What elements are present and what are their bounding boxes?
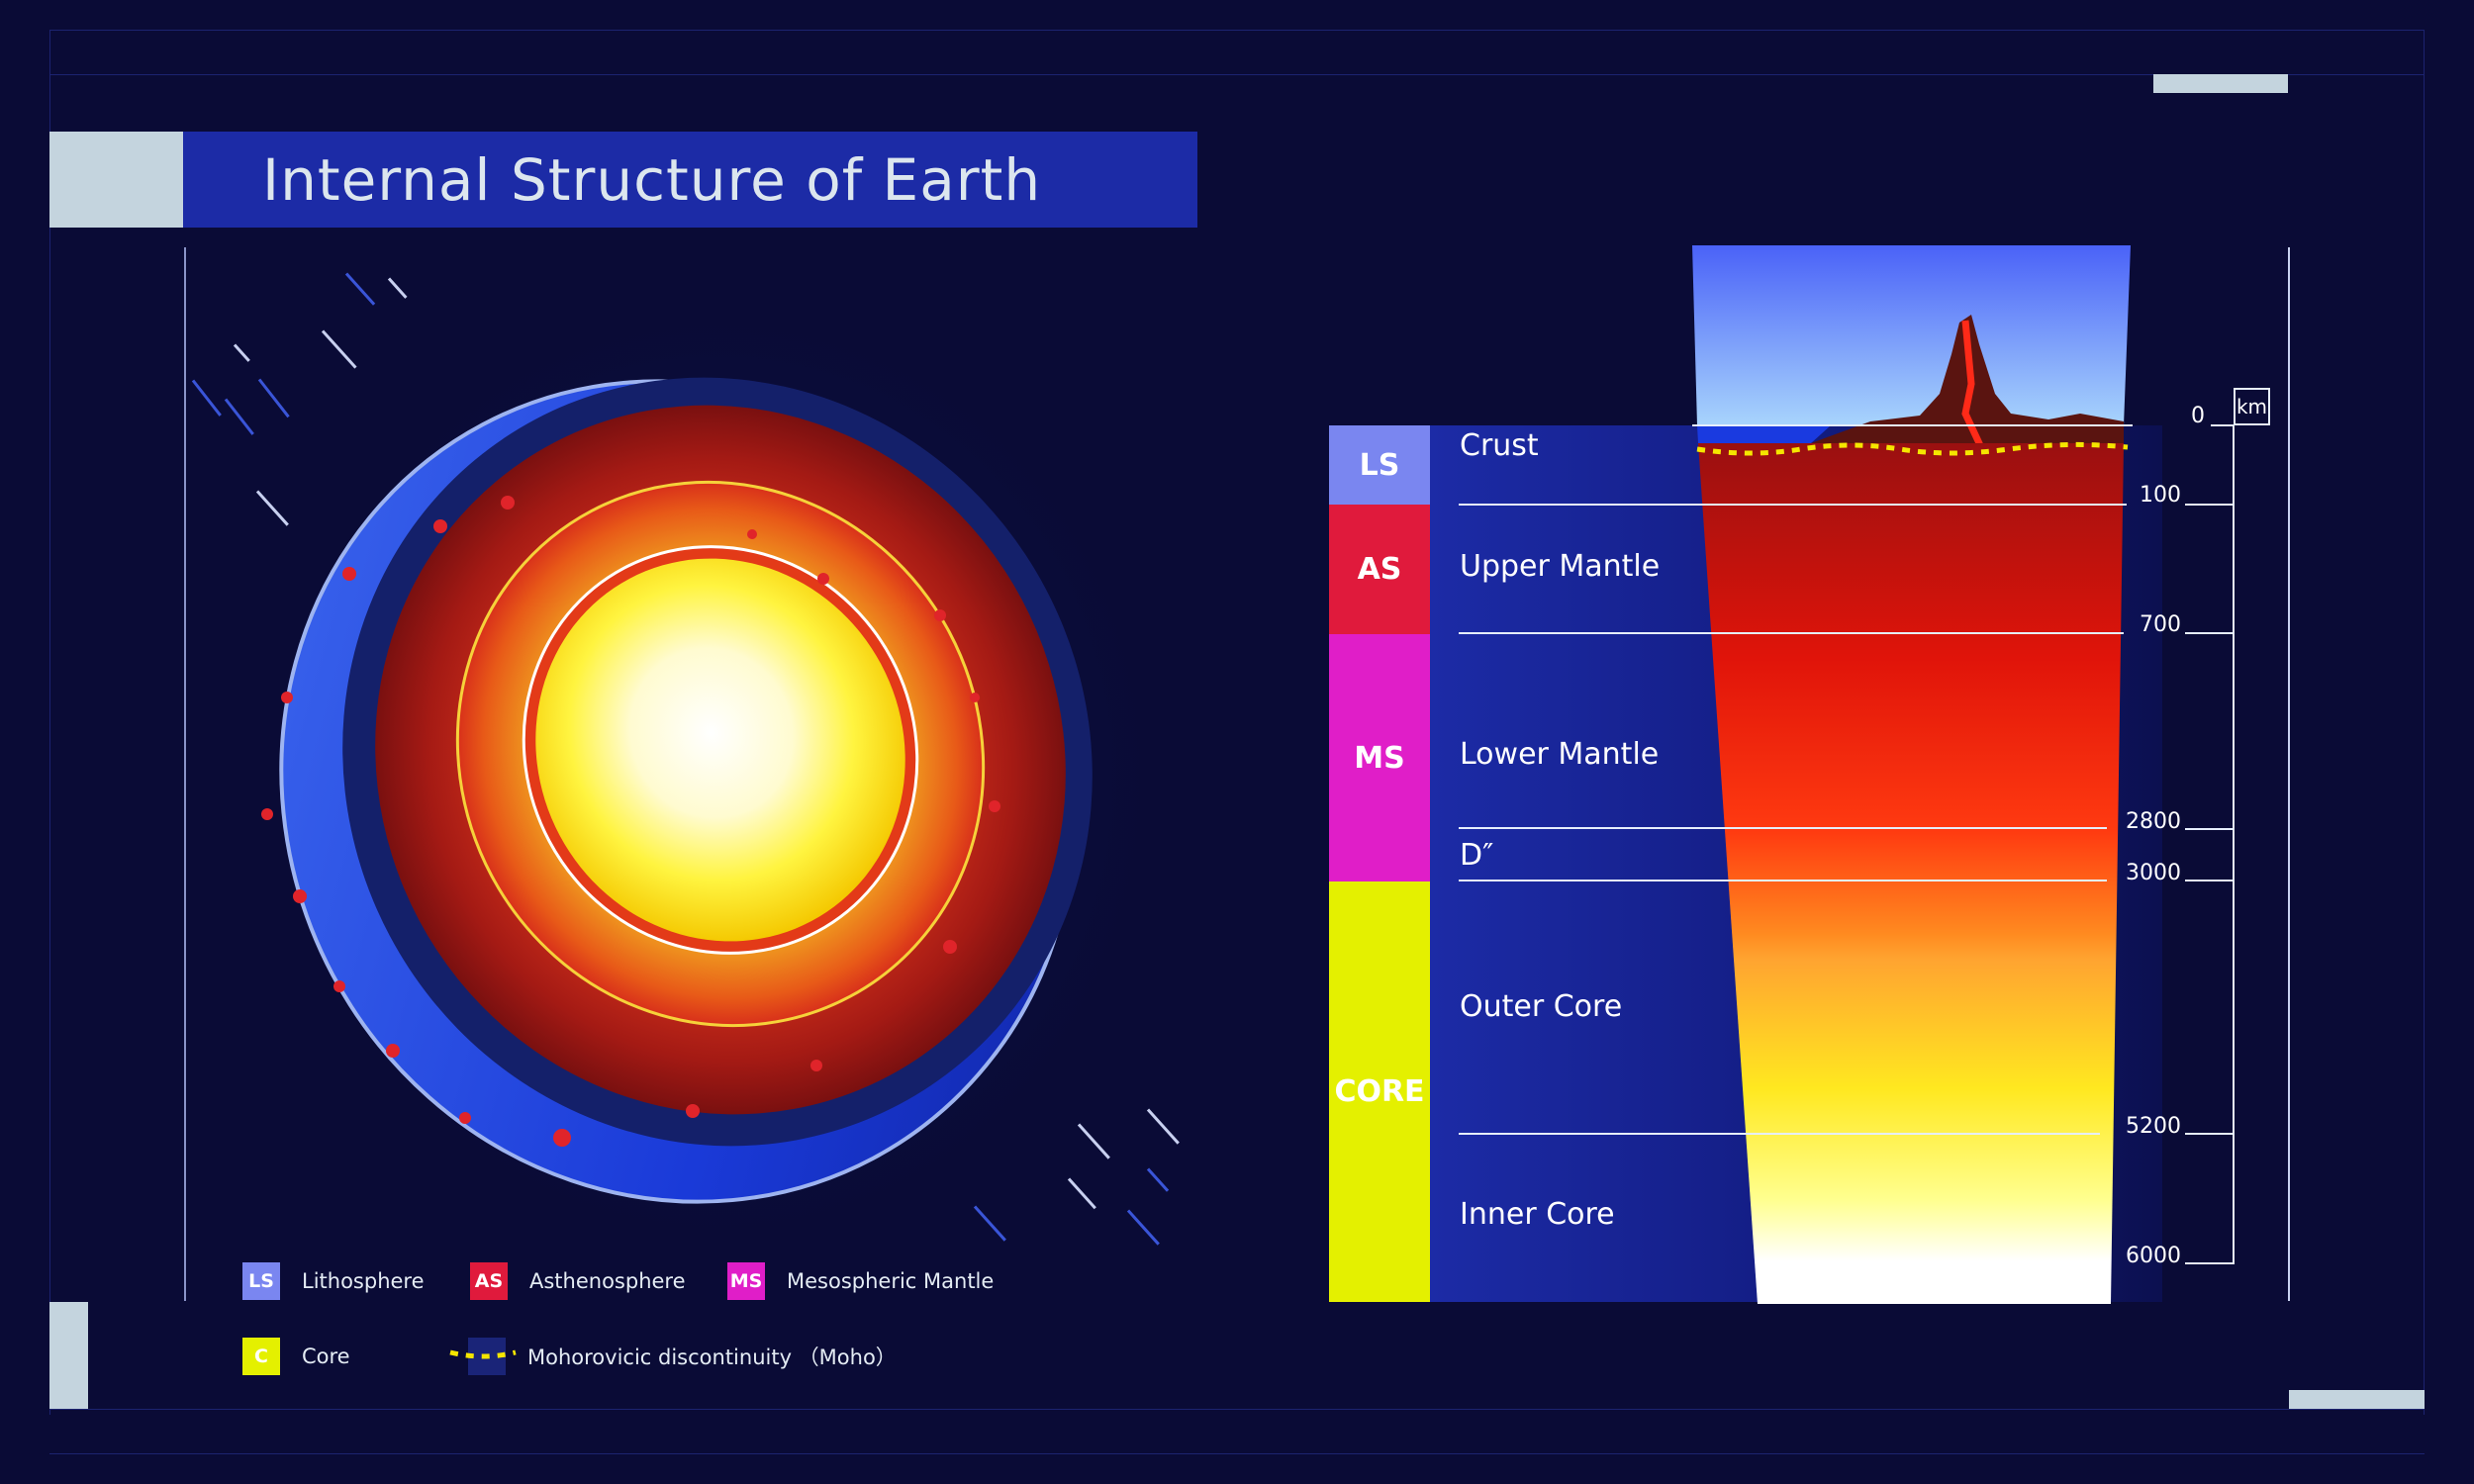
layer-badge-text: CORE xyxy=(1334,1074,1425,1109)
frame-top-inner xyxy=(49,74,2425,75)
depth-tick-label: 2800 xyxy=(2126,809,2181,834)
layer-badge-core: CORE xyxy=(1329,881,1430,1302)
layer-badge-asthenosphere: AS xyxy=(1329,505,1430,634)
legend-label: Lithosphere xyxy=(302,1269,425,1293)
legend-swatch-mesospheric-mantle: MS xyxy=(727,1262,765,1300)
corner-accent-bottom-left xyxy=(49,1302,88,1409)
title-bar: Internal Structure of Earth xyxy=(49,132,1197,228)
depth-scale-axis xyxy=(2233,425,2235,1264)
legend-swatch-text: MS xyxy=(729,1270,763,1292)
depth-tick xyxy=(2185,504,2233,506)
depth-tick xyxy=(2185,880,2233,881)
layer-badge-mesospheric-mantle: MS xyxy=(1329,634,1430,881)
legend-label: Asthenosphere xyxy=(529,1269,686,1293)
legend-swatch-text: AS xyxy=(474,1270,504,1292)
layer-label-inner-core: Inner Core xyxy=(1460,1197,1615,1232)
legend-item-lithosphere: LS Lithosphere xyxy=(242,1262,425,1300)
legend-item-moho: Mohorovicic discontinuity （Moho） xyxy=(449,1338,897,1375)
layer-label-upper-mantle: Upper Mantle xyxy=(1460,549,1661,584)
legend-label: Core xyxy=(302,1345,350,1368)
depth-tick xyxy=(2185,828,2233,830)
frame-left xyxy=(49,30,50,1415)
depth-cross-section-wedge xyxy=(1692,245,2131,1304)
legend-label: Mesospheric Mantle xyxy=(787,1269,995,1293)
legend-label: Mohorovicic discontinuity （Moho） xyxy=(527,1345,897,1369)
boundary-line-0km xyxy=(1692,424,2133,426)
title-accent-block xyxy=(49,132,183,228)
km-unit-box: km xyxy=(2234,388,2270,425)
legend-swatch-lithosphere: LS xyxy=(242,1262,280,1300)
frame-top-outer xyxy=(49,30,2425,31)
frame-bottom-outer xyxy=(49,1453,2425,1454)
layer-badge-text: MS xyxy=(1354,740,1405,776)
corner-accent-top-right xyxy=(2153,74,2288,93)
boundary-line-100km xyxy=(1459,504,2127,506)
layer-badge-text: LS xyxy=(1359,447,1400,483)
legend-swatch-text: LS xyxy=(248,1270,274,1292)
frame-bottom-inner xyxy=(49,1409,2425,1410)
legend-swatch-text: C xyxy=(254,1345,268,1367)
legend-item-mesospheric-mantle: MS Mesospheric Mantle xyxy=(727,1262,994,1300)
layer-label-crust: Crust xyxy=(1460,428,1539,463)
legend-swatch-asthenosphere: AS xyxy=(470,1262,508,1300)
page-title: Internal Structure of Earth xyxy=(262,145,1042,214)
layer-label-outer-core: Outer Core xyxy=(1460,989,1623,1024)
legend-item-core: C Core xyxy=(242,1338,350,1375)
depth-tick xyxy=(2185,1133,2233,1135)
legend-swatch-moho xyxy=(449,1338,517,1375)
layer-badge-text: AS xyxy=(1357,552,1402,587)
frame-right xyxy=(2424,30,2425,1415)
layer-label-d-double-prime: D″ xyxy=(1460,838,1494,873)
layer-label-lower-mantle: Lower Mantle xyxy=(1460,737,1660,772)
left-guide-line xyxy=(184,247,186,1301)
corner-accent-bottom-right xyxy=(2289,1390,2425,1409)
right-guide-line xyxy=(2288,247,2290,1301)
dashed-line-icon xyxy=(449,1349,517,1359)
boundary-line-700km xyxy=(1459,632,2124,634)
depth-tick xyxy=(2185,632,2233,634)
depth-tick-label: 5200 xyxy=(2126,1114,2181,1139)
depth-tick-label: 6000 xyxy=(2126,1244,2181,1268)
depth-tick-label: 100 xyxy=(2140,483,2181,508)
legend-swatch-core: C xyxy=(242,1338,280,1375)
title-panel: Internal Structure of Earth xyxy=(183,132,1197,228)
depth-tick xyxy=(2185,1262,2233,1264)
depth-tick-label: 700 xyxy=(2140,612,2181,637)
depth-tick-label: 3000 xyxy=(2126,861,2181,885)
layer-badge-lithosphere: LS xyxy=(1329,425,1430,505)
earth-cross-section-illustration xyxy=(252,282,1183,1247)
km-unit-label: km xyxy=(2236,395,2268,418)
boundary-line-3000km xyxy=(1459,880,2107,881)
boundary-line-2800km xyxy=(1459,827,2107,829)
boundary-line-5200km xyxy=(1459,1133,2100,1135)
depth-tick-label: 0 xyxy=(2191,404,2205,428)
legend-item-asthenosphere: AS Asthenosphere xyxy=(470,1262,686,1300)
depth-tick xyxy=(2211,424,2235,426)
